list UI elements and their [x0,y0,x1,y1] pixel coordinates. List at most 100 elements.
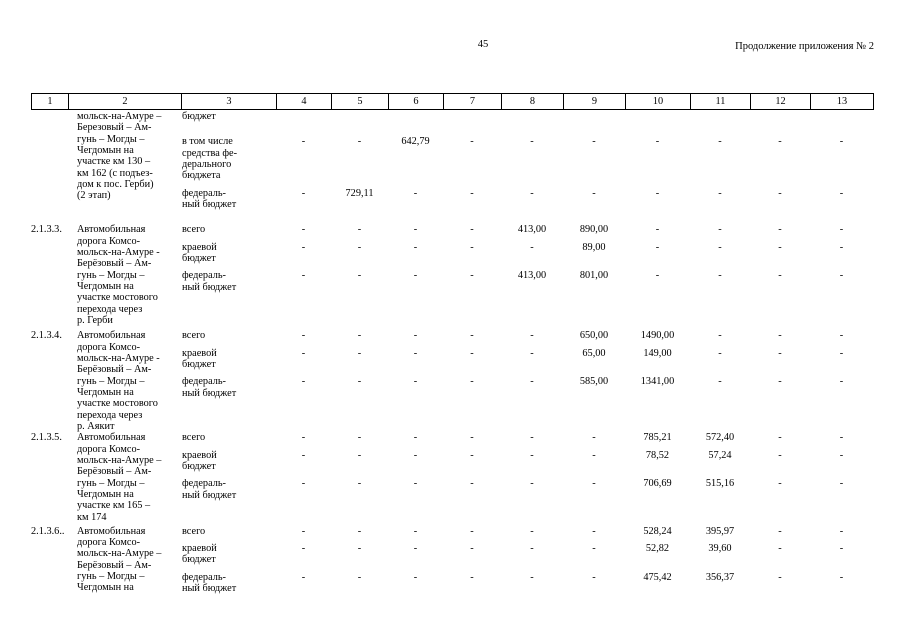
header-cell: 1 [32,94,69,109]
value-cell: - [839,432,844,444]
value-cell: 149,00 [643,347,672,359]
value-cell: - [530,543,534,555]
value-cell: - [301,376,306,388]
value-cell: - [470,376,474,388]
value-cell: 528,24 [643,525,672,537]
value-cell: - [301,330,306,342]
item-number: 2.1.3.6.. [31,525,65,537]
value-cell: - [530,571,534,583]
value-cell: - [470,449,474,461]
value-cell: - [357,571,362,583]
budget-subrows: всего - - - - -650,00 1490,00- - - краевой бюджет… [181,330,874,399]
budget-label: всего [182,432,206,444]
value-cell: - [778,543,782,555]
value-cell: - [718,330,722,342]
value-cell: - [357,478,362,490]
value-cell: - [530,187,534,199]
budget-subrows: всего - - - - 413,00 890,00 - - - - краевой бюджет -… [181,224,874,293]
road-name: Автомобильная дорога Комсо- мольск-на-Ам… [77,525,162,594]
value-cell: - [470,241,474,253]
header-cell: 7 [444,94,502,109]
value-cell: 650,00 [579,330,609,342]
value-cell: 706,69 [643,478,672,490]
value-cell: - [592,571,596,583]
value-cell: - [839,224,844,236]
budget-subrow: краевой бюджет - - - - - 89,00 - - - - [181,242,874,265]
budget-subrow: бюджет [181,111,874,122]
value-cell: 890,00 [579,224,609,236]
value-cell: - [301,432,306,444]
road-block: 2.1.3.6.. Автомобильная дорога Комсо- мол… [31,526,874,595]
header-cell: 3 [182,94,277,109]
value-cell: 78,52 [645,449,670,461]
road-block: 2.1.3.4. Автомобильная дорога Комсо- моль… [31,330,874,432]
value-cell: - [470,543,474,555]
budget-label: краевой бюджет [182,241,217,264]
value-cell: - [530,330,534,342]
value-cell: - [778,432,782,444]
budget-label: краевой бюджет [182,449,217,472]
value-cell: - [530,376,534,388]
budget-subrows: всего - - - - - - 785,21 572,40 - - краевой бюджет -… [181,432,874,501]
value-cell: - [413,224,418,236]
value-cell: 413,00 [517,224,547,236]
value-cell: - [301,224,306,236]
value-cell: 729,11 [345,187,374,199]
value-cell: - [301,187,306,199]
budget-subrow: краевой бюджет - - - - - 65,00 149,00 - - - [181,348,874,371]
budget-label: всего [182,224,206,236]
value-cell: - [413,571,418,583]
value-cell: - [718,187,722,199]
value-cell: 1341,00 [640,376,675,388]
road-name: Автомобильная дорога Комсо- мольск-на-Ам… [77,224,160,326]
budget-label: всего [182,330,206,342]
value-cell: - [357,376,362,388]
road-block: 2.1.3.3. Автомобильная дорога Комсо- моль… [31,224,874,326]
value-cell: - [778,525,782,537]
value-cell: - [357,241,362,253]
budget-label: федераль- ный бюджет [182,478,237,501]
value-cell: - [778,376,782,388]
budget-subrow: в том числе средства фе- дерального бюдж… [181,136,874,181]
value-cell: - [301,347,306,359]
value-cell: - [655,270,660,282]
value-cell: - [470,432,474,444]
value-cell: - [470,270,474,282]
value-cell: - [718,241,722,253]
budget-subrow: федераль- ный бюджет - - - - - - 706,69 515,16 - - [181,478,874,501]
value-cell: - [718,347,722,359]
road-block: мольск-на-Амуре – Березовый – Ам- гунь –… [31,111,874,210]
value-cell: - [357,449,362,461]
value-cell: - [655,187,660,199]
budget-subrow: федераль- ный бюджет - - - - - - 475,42 356,37 - - [181,572,874,595]
value-cell: - [470,224,474,236]
value-cell: - [839,187,844,199]
value-cell: 89,00 [582,241,606,253]
value-cell: - [839,241,844,253]
value-cell: - [839,571,844,583]
budget-subrows: бюджет в том числе средства фе- деральног… [181,111,874,210]
value-cell: - [413,449,418,461]
value-cell: - [470,136,474,148]
value-cell: - [413,187,418,199]
item-number: 2.1.3.4. [31,330,62,342]
value-cell: 57,24 [708,449,732,461]
budget-label: федераль- ный бюджет [182,187,237,210]
continuation-note: Продолжение приложения № 2 [735,41,874,52]
budget-subrow: всего - - - - 413,00 890,00 - - - - [181,224,874,235]
value-cell: - [301,543,306,555]
value-cell: - [778,224,782,236]
budget-label: краевой бюджет [182,543,217,566]
value-cell: - [655,224,660,236]
value-cell: 572,40 [705,432,735,444]
value-cell: 65,00 [582,347,606,359]
value-cell: - [413,330,418,342]
value-cell: - [778,478,782,490]
value-cell: - [592,136,596,148]
value-cell: 413,00 [517,270,547,282]
budget-subrow: федераль- ный бюджет - - - - - 585,00 1341,00 - -… [181,376,874,399]
value-cell: - [839,543,844,555]
value-cell: - [530,347,534,359]
value-cell: - [718,376,722,388]
